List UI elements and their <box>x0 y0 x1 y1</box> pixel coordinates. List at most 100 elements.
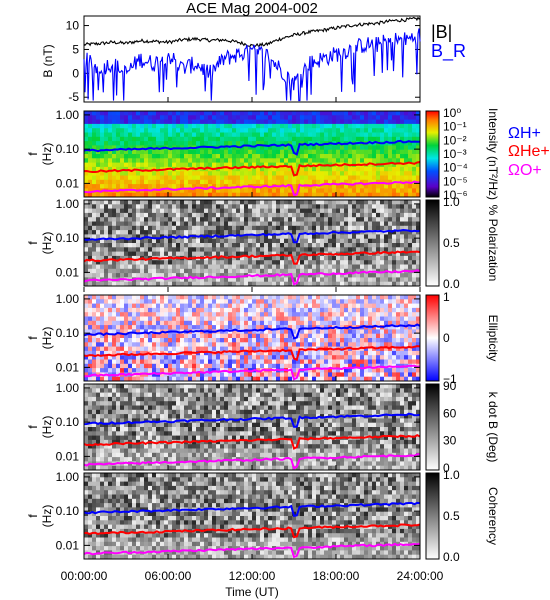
colorbar <box>425 110 440 198</box>
colorbar-tick-label: 90 <box>443 379 457 393</box>
y-axis-label-unit: (Hz) <box>40 416 54 439</box>
gyro-line-h <box>83 323 421 340</box>
y-tick-label: 0.10 <box>56 504 80 518</box>
gyro-line-he <box>83 345 421 362</box>
gyro-line-o <box>83 542 421 559</box>
y-axis-label: f <box>26 152 40 156</box>
x-tick-label: 00:00:00 <box>61 569 108 583</box>
legend-omega-h: ΩH+ <box>508 125 541 142</box>
gyro-line-o <box>84 364 421 381</box>
y-axis-label: f <box>26 425 40 429</box>
colorbar-tick-label: 0.5 <box>443 236 460 250</box>
y-tick-label: 0.10 <box>56 415 80 429</box>
colorbar-tick-label: 0 <box>443 331 450 345</box>
heatmap-cells <box>84 384 421 471</box>
colorbar-label: k dot B (Deg) <box>486 392 500 463</box>
colorbar-tick-label: 10⁻⁵ <box>443 174 468 188</box>
panel-intensity: 1.00 0.10 0.01 f (Hz) 10⁰10⁻¹10⁻²10⁻³10⁻⁴10⁻⁵… <box>26 106 500 202</box>
colorbar-tick-label: 30 <box>443 434 457 448</box>
colorbar-tick-label: 10⁻¹ <box>443 120 467 134</box>
legend-omega-he: ΩHe+ <box>508 143 550 160</box>
gyro-line-h <box>83 139 421 156</box>
x-axis-label: Time (UT) <box>225 585 279 599</box>
gyro-line-h <box>83 412 421 428</box>
gyro-line-he <box>83 250 421 265</box>
colorbar <box>425 472 440 560</box>
gyro-line-o <box>83 180 421 196</box>
y-tick-label: -5 <box>68 90 79 104</box>
colorbar-tick-label: 0.5 <box>443 509 460 523</box>
x-tick-label: 06:00:00 <box>145 569 192 583</box>
gyro-line-h <box>83 501 421 518</box>
colorbar-tick-label: 10⁻⁴ <box>443 161 468 175</box>
colorbar-tick-label: −1 <box>443 372 457 386</box>
gyro-line-he <box>83 433 421 450</box>
heatmap-cells <box>84 473 421 560</box>
colorbar-tick-label: 10⁻² <box>443 133 467 147</box>
y-axis-label: B (nT) <box>41 44 55 77</box>
y-axis-label-unit: (Hz) <box>40 143 54 166</box>
y-axis-label-unit: (Hz) <box>40 327 54 350</box>
series-b-radial-line <box>83 28 421 102</box>
y-tick-label: 0 <box>72 66 79 80</box>
colorbar-label: Ellipticity <box>486 315 500 362</box>
y-tick-label: 0.01 <box>56 265 80 279</box>
y-tick-label: 0.10 <box>56 326 80 340</box>
y-axis-label: f <box>26 514 40 518</box>
colorbar-tick-label: 10⁻⁶ <box>443 188 468 202</box>
heatmap-cells <box>84 200 421 287</box>
panel-k-dot-b: 1.00 0.10 0.01 f (Hz) 90 60 30 0 k dot B (Deg) <box>26 379 500 475</box>
colorbar <box>425 294 440 382</box>
y-axis-label: f <box>26 336 40 340</box>
y-tick-label: 1.00 <box>56 381 80 395</box>
legend-omega-o: ΩO+ <box>508 162 542 179</box>
colorbar-tick-label: 10⁻³ <box>443 147 467 161</box>
heatmap-cells <box>84 295 421 382</box>
x-tick-label: 24:00:00 <box>397 569 444 583</box>
colorbar-tick-label: 0.0 <box>443 277 460 291</box>
y-axis-label: f <box>26 241 40 245</box>
colorbar-label: % Polarization <box>486 205 500 282</box>
y-tick-label: 0.01 <box>56 449 80 463</box>
x-tick-label: 18:00:00 <box>313 569 360 583</box>
panel-polarization: 1.00 0.10 0.01 f (Hz) 1.0 0.5 0.0 % Polarization <box>26 195 500 291</box>
chart-title: ACE Mag 2004-002 <box>186 0 318 17</box>
x-tick-label: 12:00:00 <box>229 569 276 583</box>
panel-coherency: 1.00 0.10 0.01 f (Hz) 1.0 0.5 0.0 Coherency <box>26 468 500 564</box>
colorbar-label: Coherency <box>486 487 500 545</box>
colorbar-tick-label: 1.0 <box>443 195 460 209</box>
heatmap-cells <box>84 111 421 198</box>
gyro-legend: ΩH+ ΩHe+ ΩO+ <box>508 125 550 179</box>
gyro-line-o <box>83 269 421 286</box>
y-tick-label: 1.00 <box>56 292 80 306</box>
panel-frame <box>83 199 421 287</box>
y-axis-label-unit: (Hz) <box>40 505 54 528</box>
colorbar-tick-label: 60 <box>443 406 457 420</box>
y-tick-label: 0.10 <box>56 142 80 156</box>
gyro-line-he <box>83 161 421 177</box>
y-tick-label: 10 <box>66 19 80 33</box>
legend-b-radial: B_R <box>431 41 466 62</box>
y-tick-label: 0.01 <box>56 538 80 552</box>
colorbar-tick-label: 0 <box>443 461 450 475</box>
gyro-line-o <box>83 453 420 470</box>
legend-b-magnitude: |B| <box>431 22 452 42</box>
y-tick-label: 1.00 <box>56 108 80 122</box>
y-tick-label: 1.00 <box>56 470 80 484</box>
y-axis-label-unit: (Hz) <box>40 232 54 255</box>
panel-ellipticity: 1.00 0.10 0.01 f (Hz) 1 0 −1 Ellipticity <box>26 290 500 386</box>
y-tick-label: 0.01 <box>56 360 80 374</box>
colorbar-tick-label: 1 <box>443 290 450 304</box>
y-tick-label: 0.01 <box>56 176 80 190</box>
panel-magnetic-field: B (nT) 10 5 0 -5 |B| B_R <box>41 15 466 104</box>
colorbar <box>425 383 440 471</box>
series-b-magnitude-line <box>83 16 421 48</box>
colorbar-tick-label: 1.0 <box>443 468 460 482</box>
y-tick-label: 0.10 <box>56 231 80 245</box>
y-tick-label: 1.00 <box>56 197 80 211</box>
colorbar-tick-label: 10⁰ <box>443 106 461 120</box>
colorbar <box>425 199 440 287</box>
gyro-line-h <box>83 228 421 244</box>
gyro-line-he <box>83 523 421 539</box>
